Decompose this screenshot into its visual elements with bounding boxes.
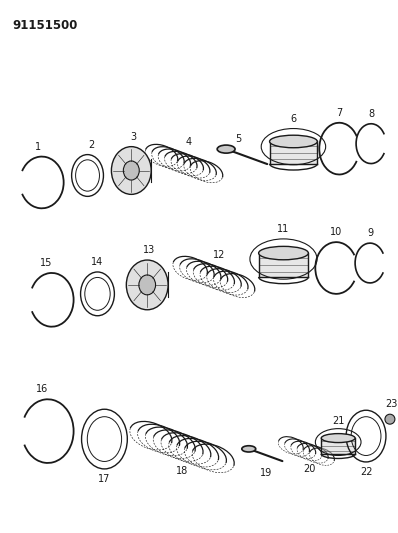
Text: 4: 4 bbox=[186, 136, 192, 147]
Ellipse shape bbox=[321, 434, 355, 442]
Ellipse shape bbox=[269, 135, 317, 148]
Text: 11: 11 bbox=[277, 224, 290, 234]
Text: 20: 20 bbox=[303, 464, 316, 474]
Text: 5: 5 bbox=[236, 134, 242, 144]
Text: 14: 14 bbox=[92, 257, 103, 267]
Ellipse shape bbox=[217, 145, 235, 153]
Text: 7: 7 bbox=[336, 108, 342, 118]
Ellipse shape bbox=[139, 275, 156, 295]
Ellipse shape bbox=[111, 147, 151, 195]
Text: 12: 12 bbox=[213, 250, 225, 260]
Text: 22: 22 bbox=[360, 467, 372, 477]
Text: 16: 16 bbox=[36, 384, 48, 394]
Text: 18: 18 bbox=[176, 466, 188, 476]
Ellipse shape bbox=[242, 446, 256, 452]
Text: 10: 10 bbox=[330, 227, 342, 237]
Text: 1: 1 bbox=[35, 142, 41, 152]
Text: 21: 21 bbox=[332, 416, 344, 426]
Ellipse shape bbox=[123, 161, 139, 180]
Text: 3: 3 bbox=[130, 132, 137, 142]
Text: 2: 2 bbox=[88, 140, 95, 150]
Ellipse shape bbox=[259, 246, 308, 260]
Text: 8: 8 bbox=[368, 109, 374, 119]
Text: 91151500: 91151500 bbox=[12, 19, 77, 33]
Text: 13: 13 bbox=[143, 245, 155, 255]
Text: 19: 19 bbox=[259, 468, 272, 478]
Text: 23: 23 bbox=[386, 399, 398, 409]
Text: 15: 15 bbox=[39, 258, 52, 268]
Ellipse shape bbox=[126, 260, 168, 310]
Text: 9: 9 bbox=[367, 228, 373, 238]
Text: 17: 17 bbox=[98, 474, 111, 484]
Circle shape bbox=[385, 414, 395, 424]
Text: 6: 6 bbox=[291, 114, 297, 124]
